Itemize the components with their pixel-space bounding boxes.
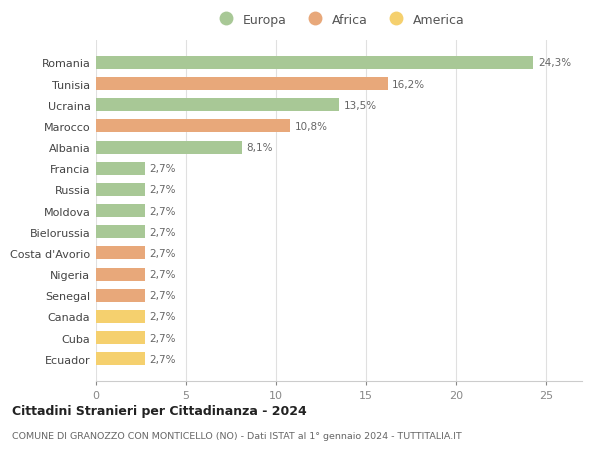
- Text: 10,8%: 10,8%: [295, 122, 328, 132]
- Bar: [96, 310, 145, 323]
- Text: 2,7%: 2,7%: [149, 206, 176, 216]
- Bar: [96, 247, 145, 260]
- Legend: Europa, Africa, America: Europa, Africa, America: [213, 14, 465, 27]
- Text: 2,7%: 2,7%: [149, 269, 176, 280]
- Text: 2,7%: 2,7%: [149, 312, 176, 322]
- Bar: [96, 226, 145, 239]
- Bar: [96, 99, 339, 112]
- Text: COMUNE DI GRANOZZO CON MONTICELLO (NO) - Dati ISTAT al 1° gennaio 2024 - TUTTITA: COMUNE DI GRANOZZO CON MONTICELLO (NO) -…: [12, 431, 462, 441]
- Text: 2,7%: 2,7%: [149, 248, 176, 258]
- Text: 8,1%: 8,1%: [246, 143, 273, 153]
- Text: 2,7%: 2,7%: [149, 164, 176, 174]
- Text: 24,3%: 24,3%: [538, 58, 571, 68]
- Bar: [96, 331, 145, 344]
- Text: 2,7%: 2,7%: [149, 227, 176, 237]
- Bar: [96, 205, 145, 218]
- Bar: [96, 141, 242, 154]
- Text: 2,7%: 2,7%: [149, 354, 176, 364]
- Text: 2,7%: 2,7%: [149, 185, 176, 195]
- Bar: [96, 353, 145, 365]
- Bar: [96, 57, 533, 70]
- Bar: [96, 78, 388, 91]
- Text: 16,2%: 16,2%: [392, 79, 425, 90]
- Text: 13,5%: 13,5%: [343, 101, 377, 111]
- Bar: [96, 162, 145, 175]
- Text: Cittadini Stranieri per Cittadinanza - 2024: Cittadini Stranieri per Cittadinanza - 2…: [12, 404, 307, 417]
- Bar: [96, 268, 145, 281]
- Text: 2,7%: 2,7%: [149, 333, 176, 343]
- Bar: [96, 120, 290, 133]
- Bar: [96, 184, 145, 196]
- Text: 2,7%: 2,7%: [149, 291, 176, 301]
- Bar: [96, 289, 145, 302]
